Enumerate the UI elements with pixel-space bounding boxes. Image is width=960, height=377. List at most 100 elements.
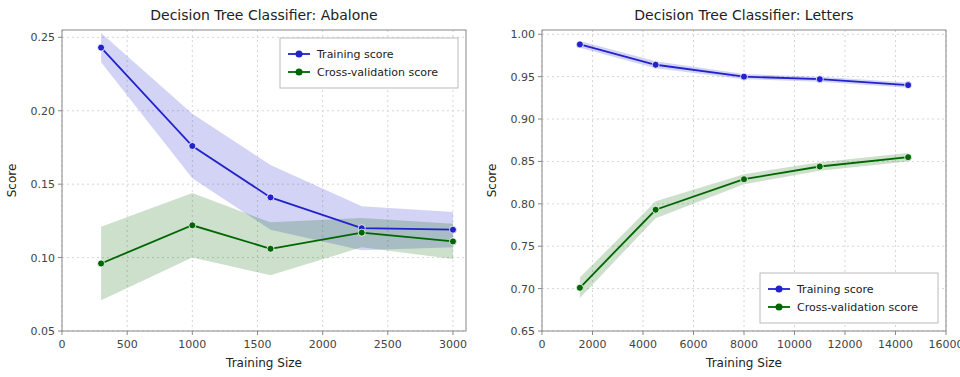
tick-label: 0.85	[511, 155, 536, 168]
tick-mark	[895, 331, 896, 335]
tick-label: 4000	[629, 338, 657, 351]
legend-box	[280, 38, 458, 88]
axis-label: Score	[5, 164, 19, 198]
tick-mark	[58, 184, 62, 185]
point	[905, 154, 912, 161]
tick-label: 500	[117, 338, 138, 351]
axis-label: Training Size	[705, 356, 782, 370]
tick-mark	[538, 34, 542, 35]
tick-mark	[794, 331, 795, 335]
grid-line	[192, 30, 193, 331]
title: Decision Tree Classifier: Letters	[634, 7, 853, 23]
legend: Training scoreCross-validation score	[760, 273, 938, 323]
tick-mark	[538, 161, 542, 162]
grid-line	[643, 30, 644, 331]
legend-box	[760, 273, 938, 323]
point	[358, 229, 365, 236]
plot-frame	[62, 30, 466, 331]
point	[741, 73, 748, 80]
tick-label: 0.20	[31, 105, 56, 118]
tick-mark	[452, 331, 453, 335]
plot-area	[62, 30, 466, 331]
tick-mark	[257, 331, 258, 335]
tick-label: 3000	[439, 338, 467, 351]
tick-label: 10000	[777, 338, 812, 351]
point	[189, 142, 196, 149]
grid-line	[542, 34, 946, 35]
tick-mark	[538, 331, 542, 332]
tick-label: 0.25	[31, 31, 56, 44]
point	[652, 61, 659, 68]
data-area	[98, 33, 457, 300]
point	[98, 260, 105, 267]
legend-label: Training score	[316, 48, 394, 61]
legend-swatch	[776, 286, 783, 293]
line	[580, 157, 908, 288]
point	[816, 163, 823, 170]
tick-mark	[62, 331, 63, 335]
grid-line	[542, 119, 946, 120]
tick-label: 6000	[680, 338, 708, 351]
std-band	[580, 41, 908, 88]
tick-mark	[58, 37, 62, 38]
point	[98, 44, 105, 51]
plot-frame	[542, 30, 946, 331]
legend-swatch	[296, 69, 303, 76]
point	[576, 41, 583, 48]
tick-mark	[538, 203, 542, 204]
point	[189, 222, 196, 229]
grid	[542, 30, 946, 331]
legend-swatch	[776, 304, 783, 311]
grid-line	[693, 30, 694, 331]
point	[449, 226, 456, 233]
point	[741, 176, 748, 183]
tick-label: 16000	[929, 338, 960, 351]
plot-area	[542, 30, 946, 331]
tick-label: 1500	[243, 338, 271, 351]
tick-label: 0	[539, 338, 546, 351]
tick-label: 0.95	[511, 71, 536, 84]
tick-mark	[58, 110, 62, 111]
tick-label: 0.05	[31, 325, 56, 338]
tick-mark	[538, 246, 542, 247]
tick-mark	[538, 119, 542, 120]
tick-mark	[127, 331, 128, 335]
figure: Decision Tree Classifier: Abalone 0 500 100…	[0, 0, 960, 377]
title: Decision Tree Classifier: Abalone	[150, 7, 378, 23]
point	[816, 76, 823, 83]
legend-label: Training score	[796, 283, 874, 296]
tick-label: 0.15	[31, 178, 56, 191]
tick-label: 1000	[178, 338, 206, 351]
point	[449, 238, 456, 245]
tick-mark	[542, 331, 543, 335]
tick-mark	[845, 331, 846, 335]
point	[576, 284, 583, 291]
panel: Decision Tree Classifier: Abalone 0 500 100…	[5, 7, 467, 370]
tick-mark	[592, 331, 593, 335]
tick-label: 0.90	[511, 113, 536, 126]
line	[101, 225, 453, 263]
point	[652, 206, 659, 213]
tick-label: 0.70	[511, 283, 536, 296]
tick-mark	[643, 331, 644, 335]
grid-line	[542, 203, 946, 204]
tick-label: 0.65	[511, 325, 536, 338]
tick-mark	[387, 331, 388, 335]
grid-line	[592, 30, 593, 331]
tick-label: 2000	[579, 338, 607, 351]
tick-label: 12000	[828, 338, 863, 351]
tick-mark	[744, 331, 745, 335]
tick-mark	[192, 331, 193, 335]
tick-mark	[946, 331, 947, 335]
tick-label: 8000	[730, 338, 758, 351]
std-band	[101, 193, 453, 300]
data-area	[576, 41, 911, 298]
tick-label: 0	[59, 338, 66, 351]
tick-label: 14000	[878, 338, 913, 351]
axis-label: Score	[485, 164, 499, 198]
tick-label: 0.10	[31, 252, 56, 265]
tick-label: 0.75	[511, 240, 536, 253]
tick-label: 2000	[309, 338, 337, 351]
grid-line	[542, 246, 946, 247]
tick-mark	[322, 331, 323, 335]
